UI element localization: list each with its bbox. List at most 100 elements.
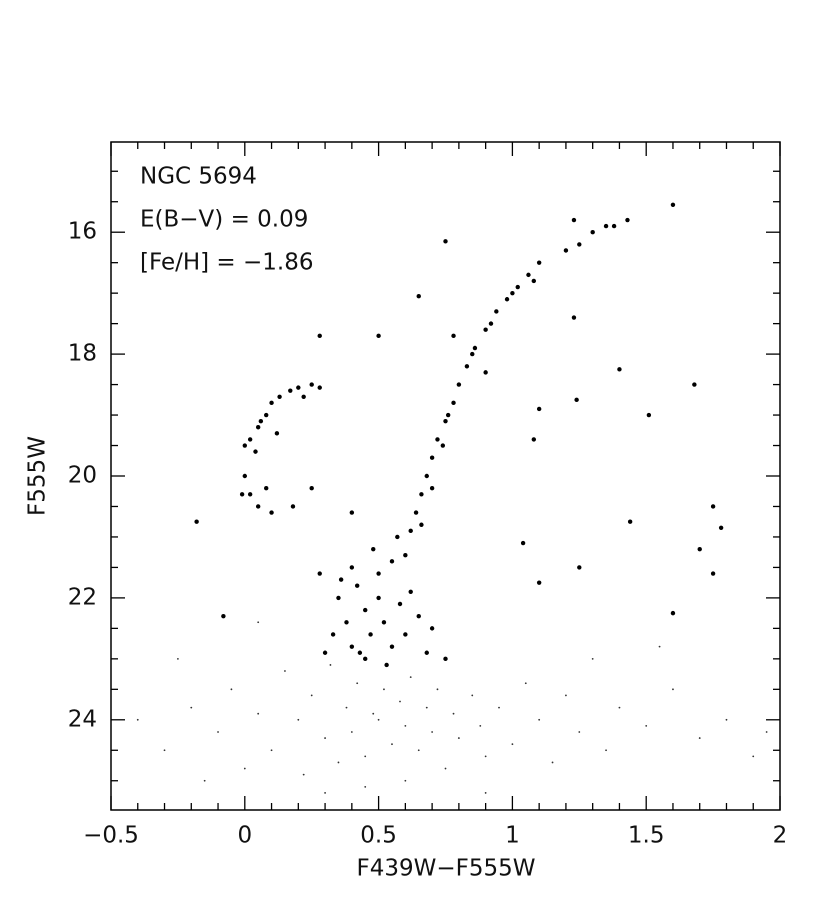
star-point: [376, 571, 381, 576]
x-tick-label: 1.5: [628, 823, 665, 849]
star-point: [443, 656, 448, 662]
star-point: [658, 645, 661, 648]
star-point: [471, 694, 474, 697]
star-point: [536, 406, 542, 412]
star-point: [389, 644, 395, 649]
star-point: [349, 510, 355, 515]
star-point: [269, 510, 274, 515]
star-point: [345, 706, 348, 709]
star-point: [258, 418, 264, 424]
star-point: [242, 473, 247, 479]
star-point: [510, 290, 515, 296]
star-point: [290, 504, 296, 509]
star-point: [590, 230, 595, 235]
star-point: [672, 688, 674, 691]
star-point: [397, 601, 403, 607]
star-point: [419, 492, 424, 497]
star-point: [603, 223, 609, 229]
star-point: [349, 565, 355, 570]
star-point: [498, 706, 500, 709]
star-point: [574, 397, 579, 403]
star-point: [451, 400, 456, 406]
star-point: [504, 297, 510, 302]
star-point: [591, 657, 594, 660]
star-point: [338, 577, 344, 582]
star-point: [384, 662, 389, 668]
star-point: [470, 351, 475, 357]
star-point: [611, 223, 617, 229]
star-point: [752, 755, 755, 758]
star-point: [301, 394, 306, 399]
star-point: [425, 706, 428, 709]
star-point: [483, 370, 488, 375]
star-point: [317, 333, 322, 339]
x-tick-label: 2: [773, 823, 788, 849]
star-point: [383, 688, 385, 691]
star-point: [322, 650, 328, 655]
y-tick-label: 22: [68, 584, 97, 610]
star-point: [264, 485, 269, 491]
star-point: [531, 437, 537, 442]
star-point: [520, 540, 526, 546]
star-point: [217, 731, 219, 733]
star-point: [617, 367, 622, 372]
star-point: [697, 546, 702, 552]
star-point: [317, 385, 322, 390]
star-point: [494, 309, 499, 314]
star-point: [364, 785, 367, 788]
star-point: [431, 731, 434, 733]
star-point: [645, 724, 648, 727]
star-point: [264, 412, 269, 418]
star-point: [381, 620, 387, 625]
star-point: [317, 571, 322, 576]
star-point: [646, 412, 652, 418]
star-point: [194, 519, 199, 524]
star-point: [274, 431, 280, 436]
star-point: [765, 731, 768, 733]
star-point: [457, 737, 460, 739]
star-point: [571, 315, 577, 320]
star-point: [336, 595, 341, 601]
star-point: [239, 492, 245, 497]
star-point: [350, 731, 353, 733]
star-point: [670, 202, 676, 207]
star-point: [429, 455, 435, 460]
star-point: [309, 382, 314, 387]
star-point: [464, 364, 470, 369]
star-point: [136, 718, 139, 721]
star-point: [578, 731, 581, 733]
star-point: [270, 749, 273, 752]
star-point: [424, 650, 429, 655]
star-point: [511, 743, 514, 746]
star-point: [698, 737, 701, 739]
star-point: [302, 773, 305, 776]
star-point: [670, 610, 676, 616]
x-tick-label: 0: [237, 823, 252, 849]
star-point: [408, 528, 413, 534]
star-point: [551, 761, 554, 764]
star-point: [288, 388, 293, 393]
star-point: [443, 418, 448, 424]
star-point: [255, 504, 261, 509]
star-point: [371, 546, 376, 552]
x-tick-label: 0.5: [360, 823, 397, 849]
annotation: [Fe/H] = −1.86: [140, 250, 314, 276]
star-point: [399, 700, 401, 703]
star-point: [368, 632, 373, 637]
star-point: [429, 485, 435, 491]
star-point: [444, 767, 447, 770]
star-point: [296, 385, 301, 390]
star-point: [344, 620, 349, 625]
star-point: [408, 589, 413, 595]
star-point: [324, 737, 326, 739]
star-point: [309, 485, 314, 491]
star-point: [363, 656, 368, 662]
star-point: [413, 510, 419, 515]
y-tick-label: 16: [68, 219, 97, 245]
star-point: [429, 626, 435, 631]
star-point: [577, 565, 582, 570]
star-point: [424, 473, 429, 479]
star-point: [416, 613, 421, 619]
star-point: [395, 534, 400, 540]
star-point: [337, 761, 340, 764]
